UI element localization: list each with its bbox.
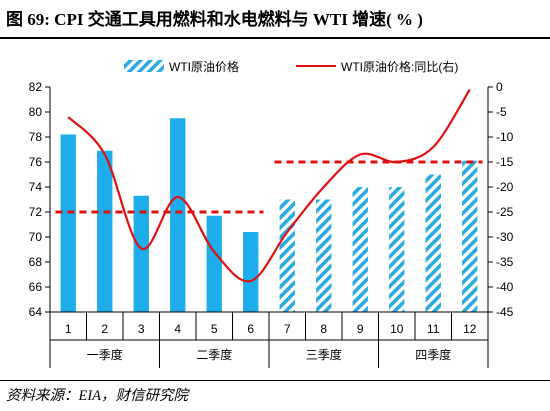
y-right-tick-label: -35	[496, 255, 514, 269]
bar	[97, 150, 113, 312]
legend: WTI原油价格 WTI原油价格:同比(右)	[124, 59, 458, 74]
x-tick-label: 5	[211, 322, 218, 336]
y-left-tick-label: 68	[29, 255, 43, 269]
y-left-tick-label: 64	[29, 305, 43, 319]
y-right-tick-label: -40	[496, 280, 514, 294]
source-note: 资料来源：EIA，财信研究院	[6, 388, 189, 404]
bar-hatched	[389, 187, 405, 312]
y-right-tick-label: 0	[496, 80, 503, 94]
series-line-yoy	[67, 88, 471, 283]
y-right-tick-label: -20	[496, 180, 514, 194]
y-left-tick-label: 66	[29, 280, 43, 294]
x-tick-label: 11	[427, 322, 440, 336]
bar	[206, 215, 222, 312]
y-left-tick-label: 70	[29, 230, 43, 244]
bar-hatched	[316, 199, 332, 312]
bar	[170, 118, 186, 312]
x-tick-label: 2	[101, 322, 108, 336]
source-rule	[0, 380, 550, 381]
axes: 64 66 68 70 72 74 76 78 80 82 -45 -40 -35 -30 -25 -20 -1…	[29, 80, 514, 319]
y-right-tick-label: -25	[496, 205, 514, 219]
x-group-label: 二季度	[196, 347, 232, 362]
y-left-tick-label: 74	[29, 180, 43, 194]
y-left-tick-label: 72	[29, 205, 43, 219]
bar-hatched	[279, 199, 295, 312]
bar	[60, 134, 76, 312]
y-left-tick-label: 82	[29, 80, 43, 94]
y-right-tick-label: -30	[496, 230, 514, 244]
x-group-label: 一季度	[87, 347, 123, 362]
x-tick-label: 8	[320, 322, 327, 336]
y-right-tick-label: -10	[496, 130, 514, 144]
x-tick-label: 7	[284, 322, 291, 336]
x-tick-label: 4	[174, 322, 181, 336]
legend-label-line: WTI原油价格:同比(右)	[341, 59, 458, 74]
x-group-label: 三季度	[306, 347, 342, 362]
x-tick-label: 12	[463, 322, 477, 336]
bar-hatched	[462, 160, 478, 312]
y-left-tick-label: 80	[29, 105, 43, 119]
legend-label-bar: WTI原油价格	[169, 59, 239, 74]
reference-lines	[55, 160, 483, 214]
figure-title: 图 69: CPI 交通工具用燃料和水电燃料与 WTI 增速( % )	[6, 4, 546, 36]
bar-hatched	[425, 174, 441, 312]
x-group-label: 四季度	[415, 347, 451, 362]
bar	[133, 195, 149, 312]
line-series	[67, 88, 471, 283]
y-right-tick-label: -5	[496, 105, 507, 119]
x-tick-label: 6	[247, 322, 254, 336]
y-right-tick-label: -15	[496, 155, 514, 169]
bar-hatched	[352, 187, 368, 312]
x-tick-label: 10	[390, 322, 404, 336]
y-right-tick-label: -45	[496, 305, 514, 319]
x-tick-label: 9	[357, 322, 364, 336]
bar	[243, 232, 259, 312]
x-tick-label: 3	[138, 322, 145, 336]
bars	[60, 118, 478, 312]
y-left-tick-label: 76	[29, 155, 43, 169]
x-tick-label: 1	[65, 322, 72, 336]
y-left-tick-label: 78	[29, 130, 43, 144]
chart: WTI原油价格 WTI原油价格:同比(右) 646668707274767880…	[29, 59, 514, 368]
legend-swatch-bar	[124, 60, 164, 72]
title-rule	[0, 37, 550, 39]
